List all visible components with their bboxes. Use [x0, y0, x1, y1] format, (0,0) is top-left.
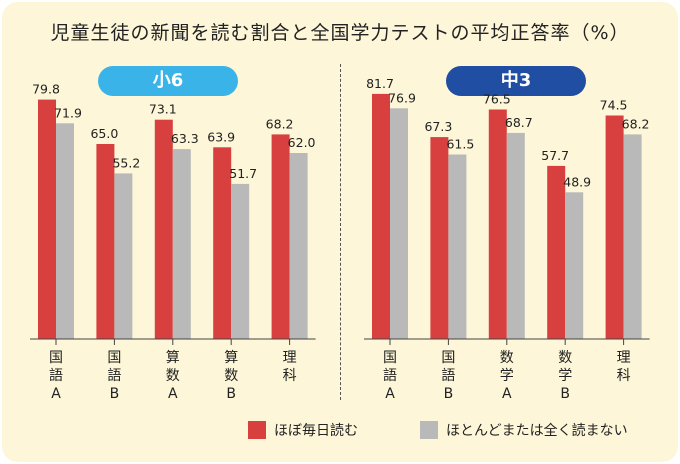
legend-label-rarely: ほとんどまたは全く読まない [446, 423, 628, 439]
value-label: 68.2 [622, 116, 650, 131]
value-label: 67.3 [424, 119, 452, 134]
category-label: 理 [283, 350, 297, 366]
group-label-chu3: 中3 [446, 66, 586, 96]
bar-sho6-1-rarely [114, 173, 133, 339]
category-label: B [110, 386, 120, 402]
value-label: 68.2 [266, 116, 294, 131]
bar-chu3-1-rarely [448, 154, 467, 339]
bar-sho6-2-daily [154, 119, 173, 339]
category-label: 国 [107, 350, 121, 366]
bar-chu3-3-daily [547, 165, 566, 339]
category-label: 数 [224, 368, 238, 384]
chart-title: 児童生徒の新聞を読む割合と全国学力テストの平均正答率（%） [50, 22, 630, 44]
category-label: 国 [49, 350, 63, 366]
value-label: 63.3 [171, 131, 199, 146]
category-label: 算 [224, 350, 238, 366]
bar-chu3-2-rarely [506, 132, 525, 339]
category-label: A [502, 386, 512, 402]
value-label: 76.5 [483, 92, 511, 107]
category-label: 理 [617, 350, 631, 366]
value-label: 68.7 [505, 115, 533, 130]
category-label: 学 [558, 368, 572, 384]
value-label: 62.0 [288, 135, 316, 150]
category-label: B [560, 386, 570, 402]
value-label: 65.0 [90, 126, 118, 141]
bar-sho6-4-daily [271, 134, 290, 339]
value-label: 79.8 [32, 82, 60, 97]
value-label: 55.2 [112, 155, 140, 170]
value-label: 81.7 [366, 76, 394, 91]
bar-sho6-3-rarely [231, 183, 250, 339]
legend-swatch-daily [248, 421, 266, 439]
bar-sho6-2-rarely [172, 149, 191, 339]
category-label: A [385, 386, 395, 402]
category-label: 国 [383, 350, 397, 366]
legend-swatch-rarely [420, 421, 438, 439]
value-label: 61.5 [446, 137, 474, 152]
bar-chu3-0-rarely [390, 108, 408, 339]
value-label: 48.9 [563, 174, 591, 189]
category-label: B [226, 386, 236, 402]
bar-chu3-4-daily [605, 115, 624, 339]
category-label: A [51, 386, 61, 402]
value-label: 51.7 [229, 166, 257, 181]
bar-chu3-2-daily [488, 109, 507, 339]
value-label: 73.1 [149, 102, 177, 117]
category-label: A [168, 386, 178, 402]
bar-sho6-0-daily [38, 99, 56, 339]
category-label: 数 [558, 350, 572, 366]
value-label: 71.9 [54, 105, 82, 120]
category-label: 語 [383, 368, 397, 384]
bar-sho6-3-daily [213, 147, 232, 339]
value-label: 76.9 [388, 90, 416, 105]
category-label: 算 [166, 350, 180, 366]
bar-chu3-3-rarely [565, 192, 584, 339]
value-label: 74.5 [600, 98, 628, 113]
legend-item-daily: ほぼ毎日読む [248, 419, 358, 441]
category-label: 語 [441, 368, 455, 384]
value-label: 63.9 [207, 129, 235, 144]
group-divider [340, 64, 341, 400]
category-label: 国 [441, 350, 455, 366]
category-label: B [444, 386, 454, 402]
legend-item-rarely: ほとんどまたは全く読まない [420, 419, 628, 441]
bar-chu3-4-rarely [623, 134, 642, 339]
group-label-sho6: 小6 [98, 66, 238, 96]
category-label: 語 [49, 368, 63, 384]
bar-chu3-0-daily [372, 93, 390, 340]
category-label: 学 [500, 368, 514, 384]
category-label: 数 [500, 350, 514, 366]
legend-label-daily: ほぼ毎日読む [274, 423, 358, 439]
value-label: 57.7 [541, 148, 569, 163]
bar-sho6-1-daily [96, 144, 115, 339]
category-label: 科 [283, 368, 297, 384]
bar-sho6-0-rarely [56, 123, 74, 339]
category-label: 語 [107, 368, 121, 384]
category-label: 科 [617, 368, 631, 384]
bar-chu3-1-daily [430, 137, 449, 339]
category-label: 数 [166, 368, 180, 384]
bar-sho6-4-rarely [289, 153, 308, 339]
